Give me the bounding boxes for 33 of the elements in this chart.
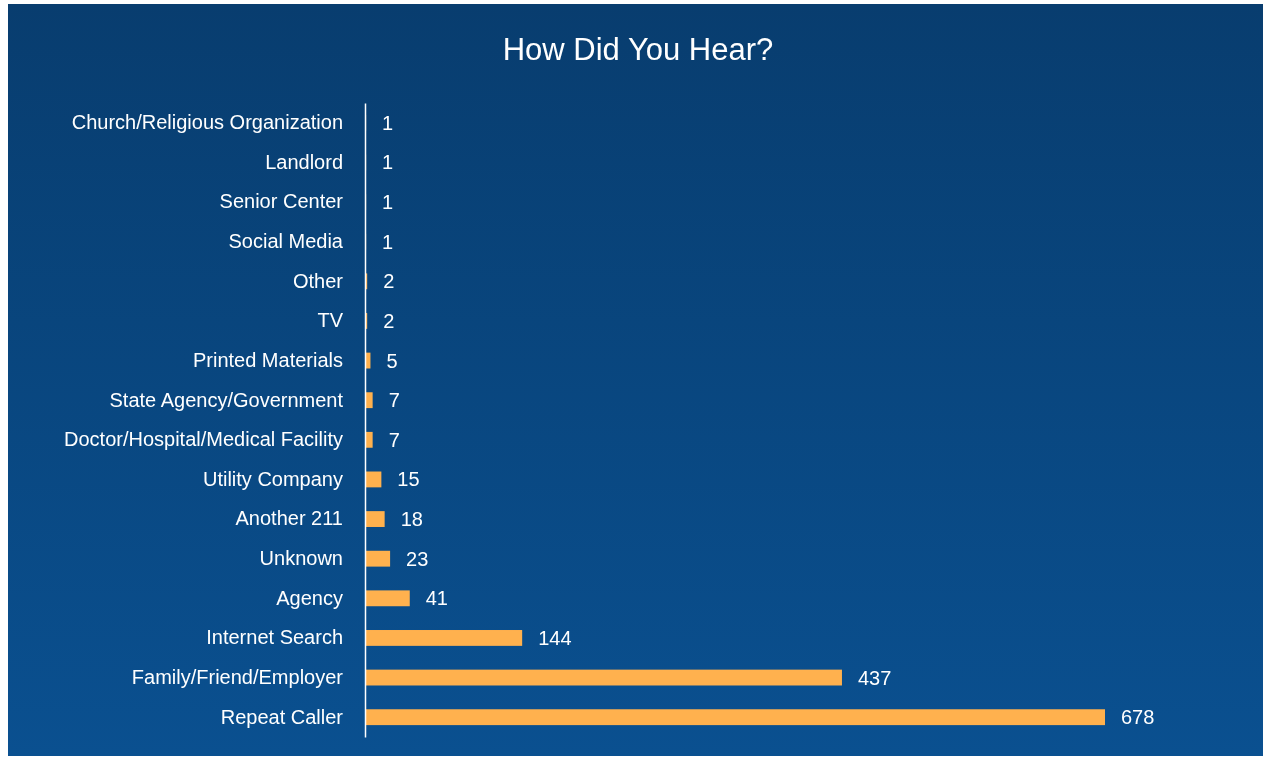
y-tick-label: Agency — [276, 586, 343, 609]
data-label: 144 — [538, 626, 572, 649]
y-tick-label: Repeat Caller — [220, 705, 344, 728]
data-label: 5 — [386, 349, 398, 372]
data-label: 1 — [382, 230, 394, 253]
y-tick-label: Another 211 — [235, 507, 343, 530]
y-tick-label: Doctor/Hospital/Medical Facility — [64, 428, 343, 451]
data-label: 1 — [382, 111, 394, 134]
data-label: 18 — [400, 508, 423, 531]
data-label: 2 — [383, 309, 395, 332]
data-label: 41 — [425, 587, 448, 610]
data-label: 7 — [388, 389, 400, 412]
y-tick-label: Landlord — [265, 150, 343, 173]
data-label: 1 — [382, 191, 394, 214]
data-label: 678 — [1121, 706, 1155, 729]
y-tick-label: Internet Search — [206, 626, 343, 649]
y-tick-label: Church/Religious Organization — [71, 111, 343, 134]
chart-title: How Did You Hear? — [502, 32, 774, 67]
y-tick-label: Utility Company — [202, 467, 343, 490]
y-tick-label: Senior Center — [219, 190, 344, 213]
data-label: 437 — [857, 666, 892, 689]
y-tick-label: Unknown — [259, 547, 343, 570]
data-label: 1 — [382, 151, 394, 174]
y-tick-label: Social Media — [228, 230, 344, 253]
data-label: 2 — [383, 270, 395, 293]
y-tick-label: TV — [317, 309, 344, 332]
data-label: 15 — [397, 468, 420, 491]
data-label: 7 — [388, 428, 400, 451]
y-tick-label: State Agency/Government — [109, 388, 344, 411]
y-tick-label: Printed Materials — [192, 348, 343, 371]
y-tick-label: Other — [292, 269, 344, 292]
data-label: 23 — [406, 547, 429, 570]
y-tick-label: Family/Friend/Employer — [131, 665, 344, 688]
